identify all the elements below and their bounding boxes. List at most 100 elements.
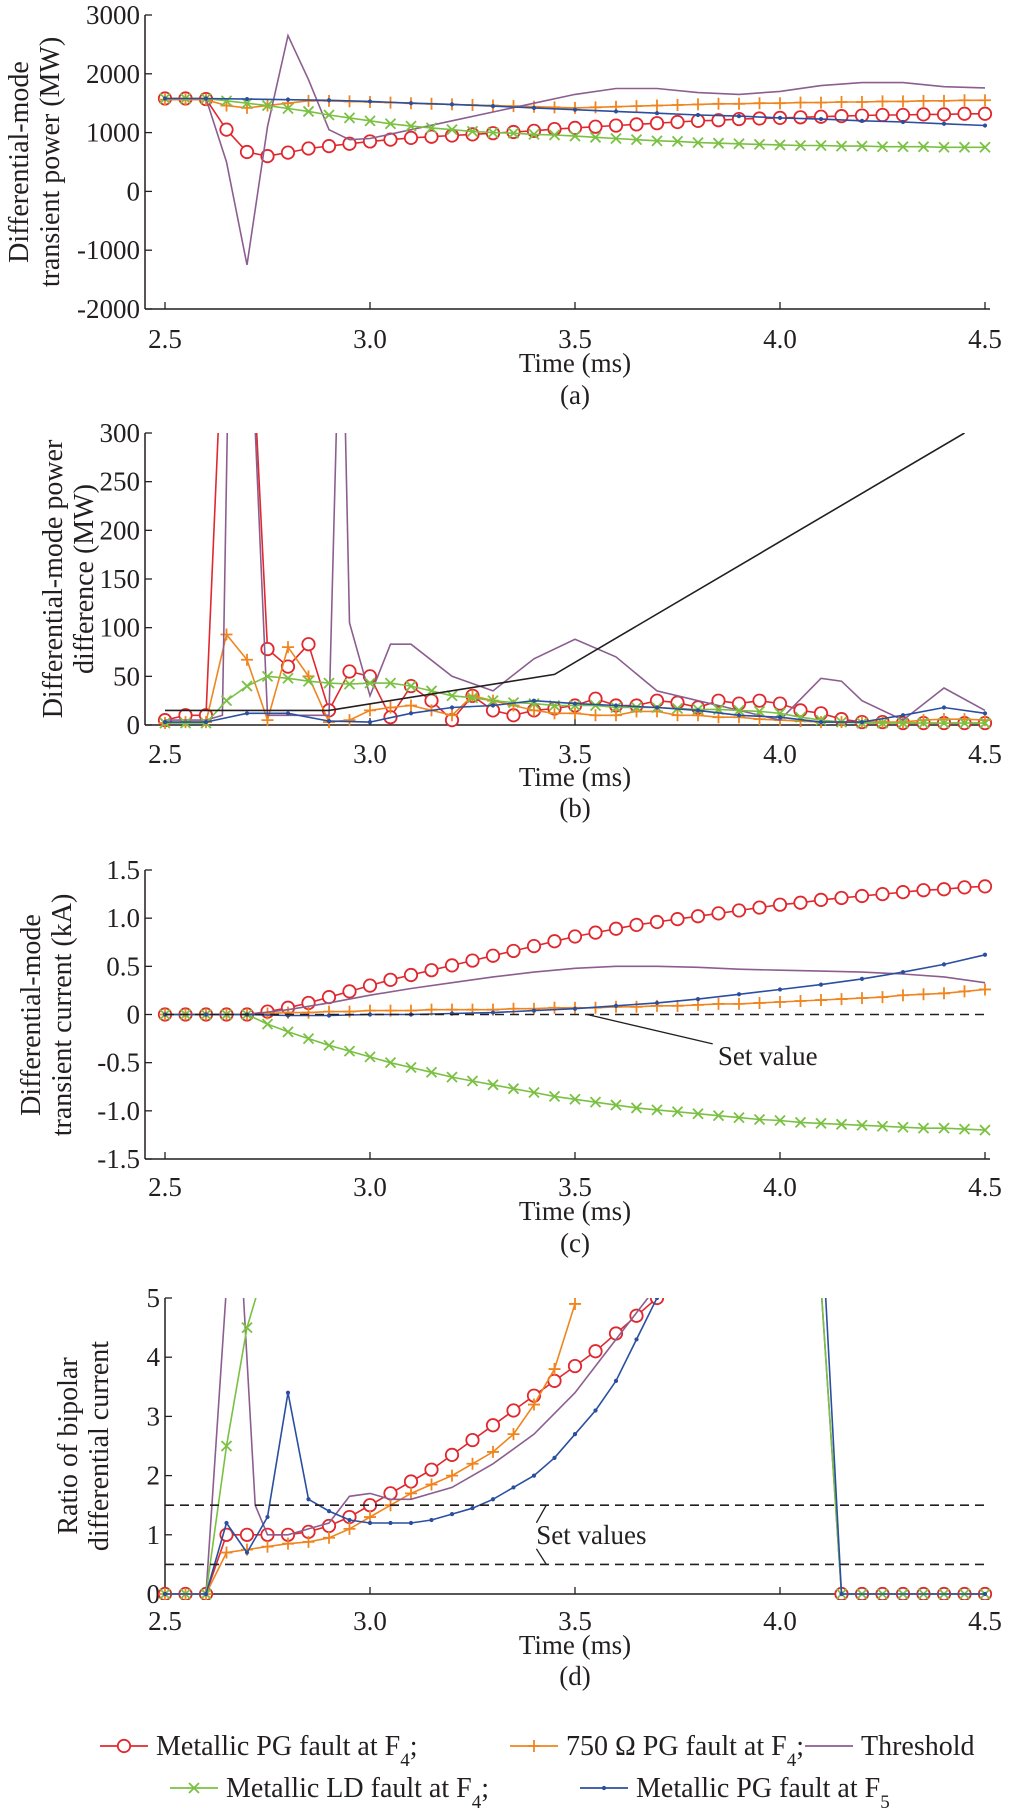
x-marker: [487, 1079, 499, 1091]
x-tick-label: 4.5: [968, 1172, 1002, 1202]
circle-marker: [875, 107, 890, 123]
y-axis-title-line: difference (MW): [69, 484, 100, 674]
circle-marker: [711, 693, 726, 708]
series-threshold: [165, 33, 986, 266]
dot-marker: [941, 962, 947, 967]
x-marker: [364, 677, 376, 689]
plus-marker: [487, 1445, 499, 1458]
circle-marker: [321, 139, 337, 154]
circle-marker: [711, 906, 726, 921]
x-marker: [815, 139, 827, 152]
series-line: [820, 1298, 985, 1595]
series-line: [820, 1298, 985, 1595]
x-marker: [241, 1321, 253, 1334]
dot-marker: [490, 1497, 496, 1502]
legend-entry: 750 Ω PG fault at F4;: [510, 1731, 804, 1771]
circle-marker: [834, 890, 849, 906]
plus-marker: [774, 995, 786, 1008]
dot-marker: [941, 705, 947, 710]
series-threshold: [165, 433, 986, 722]
dot-marker: [449, 705, 455, 710]
circle-marker: [444, 958, 460, 973]
x-marker: [548, 1090, 561, 1103]
x-marker: [917, 1122, 930, 1134]
plot-area: [157, 1298, 993, 1600]
x-marker: [651, 1104, 663, 1116]
x-marker: [384, 118, 397, 130]
dot-marker: [244, 711, 250, 716]
x-tick-label: 4.0: [763, 324, 797, 354]
x-marker: [835, 140, 848, 152]
dot-marker: [839, 1591, 844, 1597]
plus-marker: [364, 704, 376, 717]
dot-marker: [654, 705, 660, 710]
x-axis-title: Time (ms): [519, 1196, 631, 1226]
x-marker: [261, 99, 274, 112]
x-tick-label: 2.5: [148, 1172, 182, 1202]
plus-marker: [753, 996, 766, 1009]
dot-marker: [511, 1485, 516, 1490]
dot-marker: [162, 1591, 168, 1597]
dot-marker: [347, 1517, 352, 1523]
dot-marker: [818, 719, 824, 725]
x-marker: [589, 1096, 602, 1108]
x-marker: [897, 717, 909, 729]
circle-marker: [772, 897, 788, 912]
x-marker: [589, 699, 602, 712]
series-threshold: [165, 1298, 649, 1595]
x-marker: [569, 1093, 581, 1105]
circle-marker: [875, 886, 890, 902]
legend-entry: Metallic PG fault at F5: [580, 1773, 890, 1813]
circle-marker: [649, 914, 665, 930]
x-tick-label: 4.5: [968, 739, 1002, 769]
x-tick-label: 3.0: [353, 324, 387, 354]
x-marker: [487, 126, 499, 139]
circle-marker: [813, 892, 829, 907]
annotation-label: Set values: [536, 1520, 646, 1550]
x-marker: [569, 130, 581, 142]
circle-marker: [547, 934, 562, 949]
series-750-pg-fault-at-f4: [159, 1298, 581, 1600]
x-marker: [261, 670, 274, 682]
plus-marker: [302, 1535, 315, 1548]
y-axis-title-line: transient current (kA): [47, 894, 78, 1137]
dot-marker: [449, 102, 455, 107]
dot-marker: [654, 111, 660, 116]
annotation-label: Set value: [718, 1041, 818, 1071]
y-axis-title: Differential-modetransient power (MW): [4, 37, 66, 287]
y-axis-title-line: Differential-mode power: [38, 439, 69, 718]
series-threshold: [165, 965, 986, 1016]
dot-marker: [982, 952, 988, 957]
plus-marker: [671, 999, 684, 1012]
plus-marker: [958, 94, 971, 107]
x-marker: [405, 680, 417, 692]
x-marker: [958, 1123, 971, 1135]
dot-marker: [162, 719, 168, 725]
y-tick-label: 1.5: [106, 855, 140, 885]
dot-marker: [408, 101, 414, 106]
x-tick-label: 3.5: [558, 1172, 592, 1202]
legend-label-suffix: ;: [481, 1773, 489, 1804]
y-tick-label: -1.0: [97, 1096, 140, 1126]
legend-label: Metallic PG fault at F4;: [156, 1731, 417, 1771]
plus-marker: [753, 97, 766, 110]
dot-marker: [203, 96, 209, 101]
legend-label-text: Metallic PG fault at F: [636, 1773, 880, 1804]
circle-marker: [588, 925, 603, 940]
plus-marker: [671, 98, 684, 111]
x-marker: [507, 1083, 520, 1095]
dot-marker: [490, 1010, 496, 1015]
plus-marker: [733, 997, 745, 1010]
dot-marker: [613, 703, 619, 708]
y-axis-title-line: Ratio of bipolar: [53, 1357, 84, 1535]
circle-marker: [588, 119, 603, 134]
dot-marker: [367, 1012, 373, 1017]
series-line: [165, 33, 986, 266]
y-axis-title-line: transient power (MW): [35, 37, 66, 287]
plus-marker: [979, 983, 991, 996]
y-tick-label: 3: [147, 1401, 161, 1431]
circle-marker: [280, 145, 296, 160]
circle-marker: [608, 118, 624, 133]
circle-marker: [895, 885, 911, 900]
x-marker: [446, 690, 458, 702]
